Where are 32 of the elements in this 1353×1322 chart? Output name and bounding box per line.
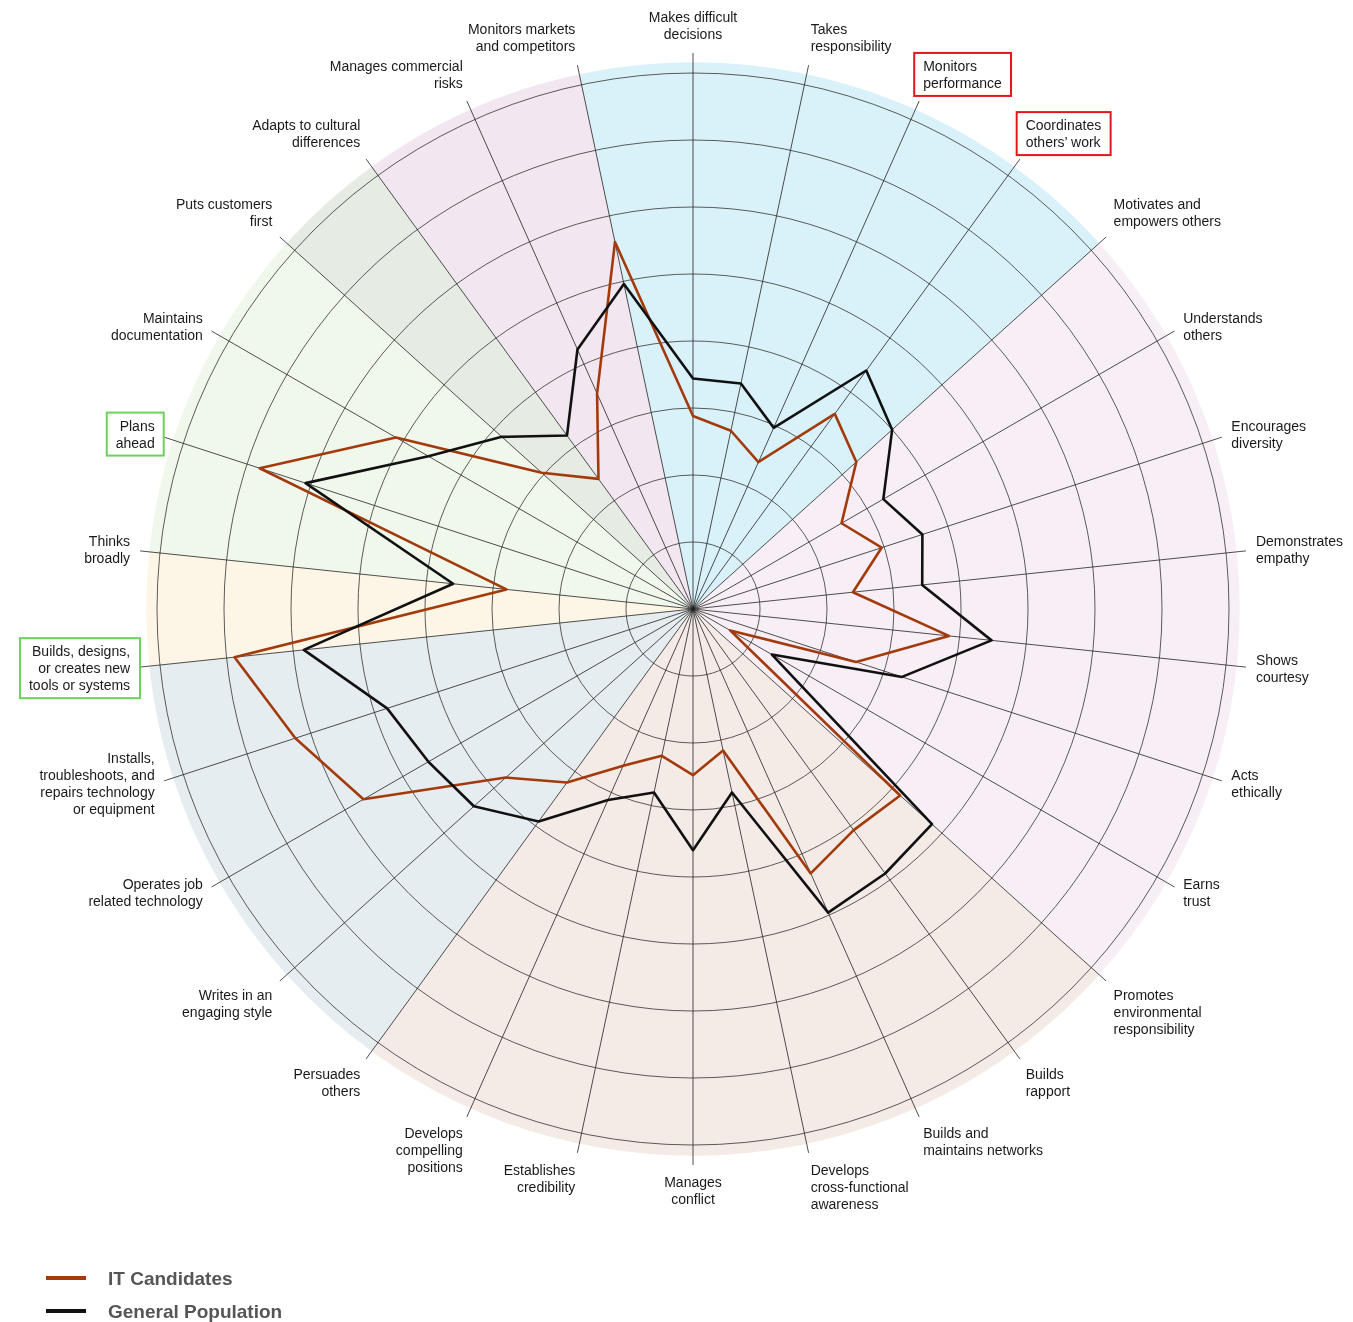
spoke-label: Makes difficult decisions [648, 9, 738, 42]
spoke-label: Shows courtesy [1255, 651, 1309, 685]
spoke-label: Monitors markets and competitors [467, 21, 576, 55]
spoke-label: Builds and maintains networks [923, 1125, 1044, 1159]
spoke-label: Understands others [1183, 309, 1263, 343]
spoke-label: Monitors performance [923, 57, 1003, 91]
spoke-label: Maintains documentation [110, 309, 203, 343]
spoke-label: Encourages diversity [1231, 417, 1307, 451]
spoke-label: Persuades others [293, 1065, 361, 1099]
spoke-label: Earns trust [1183, 875, 1220, 909]
spoke-label: Takes responsibility [810, 21, 892, 55]
spoke-label: Motivates and empowers others [1113, 196, 1222, 230]
spoke-label: Manages commercial risks [329, 57, 463, 91]
legend-label: IT Candidates [108, 1268, 233, 1289]
spoke-label: Plans ahead [115, 417, 155, 451]
spoke-label: Builds rapport [1025, 1065, 1071, 1099]
spoke-label: Manages conflict [664, 1174, 722, 1207]
legend-label: General Population [108, 1301, 283, 1322]
spoke-label: Acts ethically [1231, 767, 1282, 801]
spoke-label: Builds, designs, or creates new tools or systems [28, 643, 131, 694]
spoke-label: Promotes environmental responsibility [1113, 986, 1202, 1037]
spoke-label: Develops cross-functional awareness [810, 1161, 909, 1212]
spoke-label: Establishes credibility [503, 1161, 576, 1195]
spoke-label: Coordinates others’ work [1025, 117, 1102, 151]
spoke-label: Adapts to cultural differences [252, 117, 361, 151]
spoke-label: Thinks broadly [84, 533, 131, 567]
spoke-label: Puts customers first [175, 196, 273, 230]
spoke-label: Writes in an engaging style [182, 986, 273, 1020]
spoke-label: Installs, troubleshoots, and repairs technology or equipment [39, 750, 155, 818]
spoke-label: Demonstrates empathy [1255, 533, 1344, 567]
spoke-label: Operates job related technology [88, 875, 204, 909]
spoke-label: Develops compelling positions [395, 1125, 463, 1176]
